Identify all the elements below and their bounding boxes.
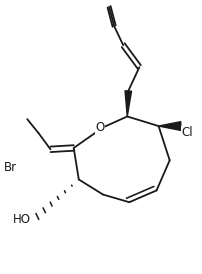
Polygon shape xyxy=(125,91,132,116)
Polygon shape xyxy=(159,122,181,130)
Text: Br: Br xyxy=(4,161,17,174)
Text: Cl: Cl xyxy=(182,126,194,139)
Text: HO: HO xyxy=(13,213,31,226)
Text: O: O xyxy=(95,121,105,134)
